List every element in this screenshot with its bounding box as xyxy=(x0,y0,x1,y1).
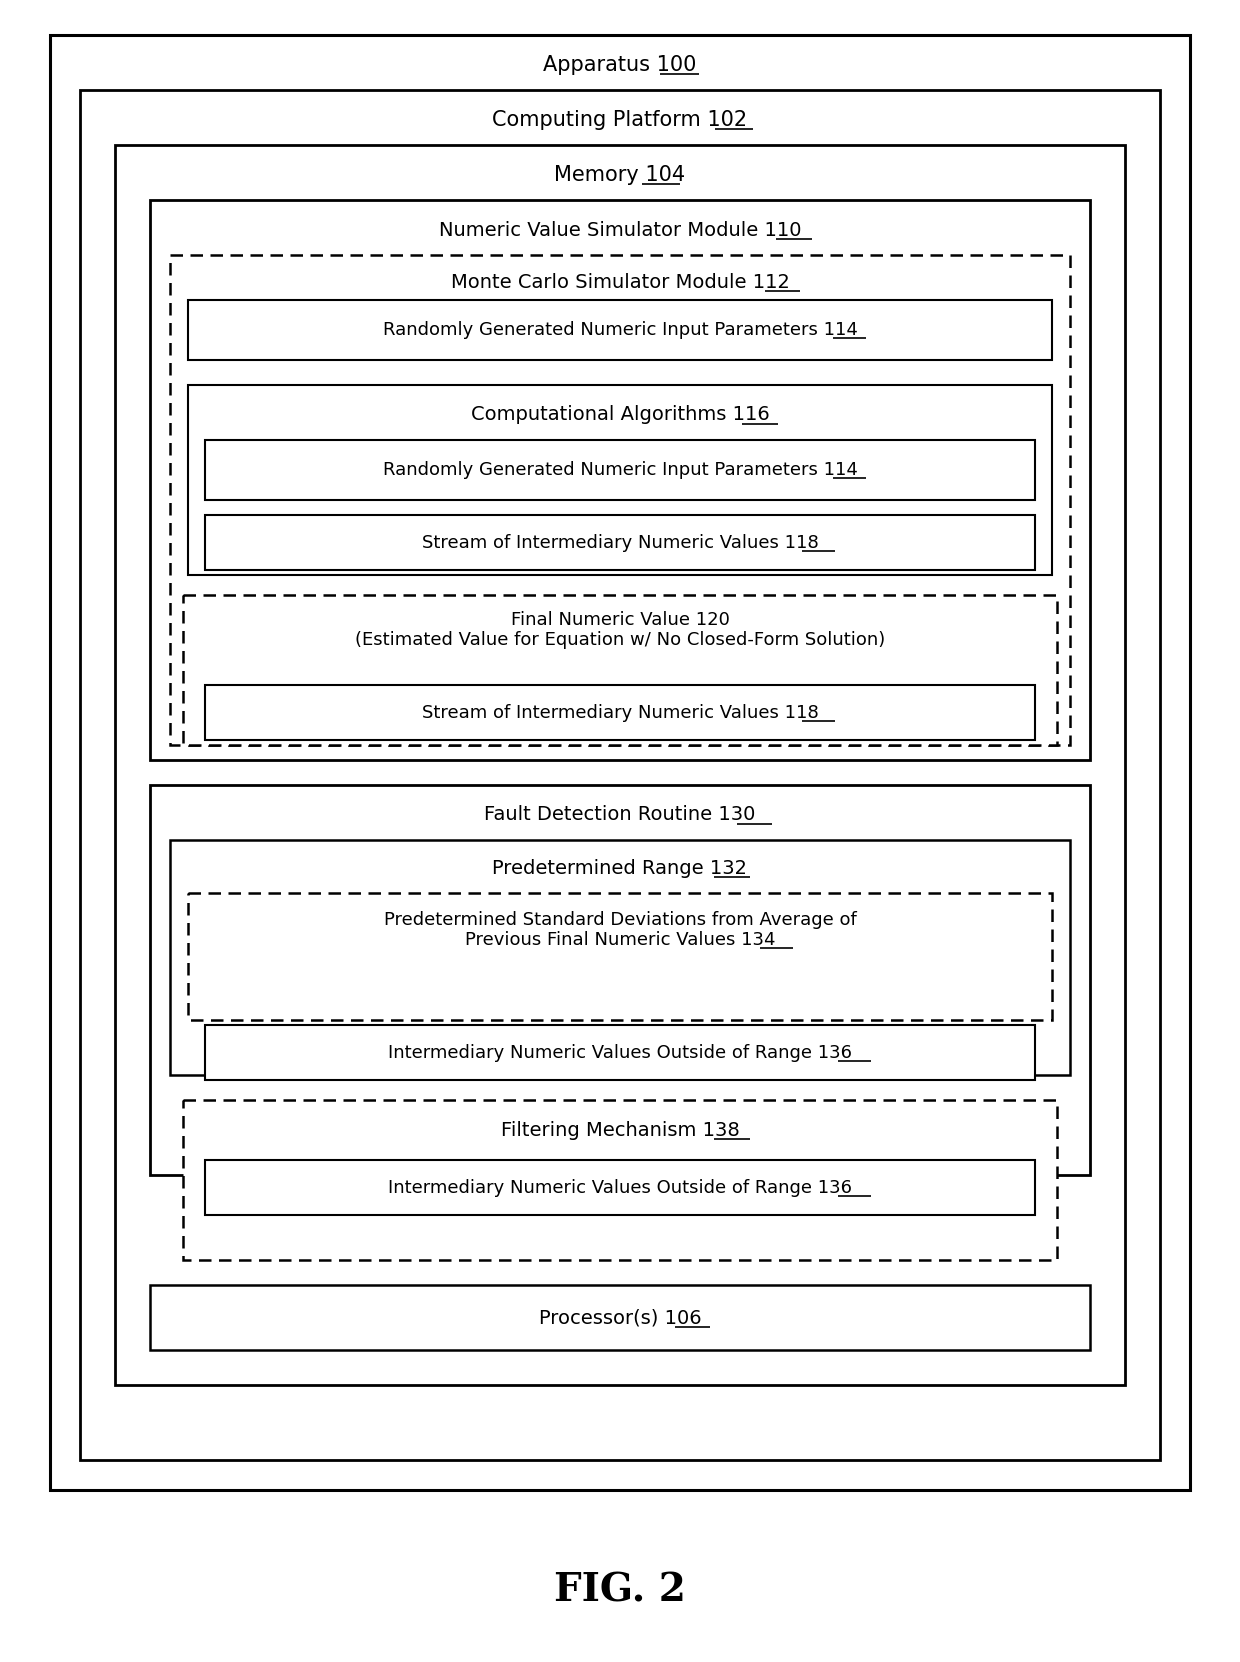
Text: Memory 104: Memory 104 xyxy=(554,165,686,184)
Bar xyxy=(150,1285,1090,1350)
Text: Computing Platform 102: Computing Platform 102 xyxy=(492,110,748,130)
Bar xyxy=(50,35,1190,1491)
Bar xyxy=(205,440,1035,500)
Text: Numeric Value Simulator Module 110: Numeric Value Simulator Module 110 xyxy=(439,221,801,239)
Text: (Estimated Value for Equation w/ No Closed-Form Solution): (Estimated Value for Equation w/ No Clos… xyxy=(355,632,885,650)
Text: Computational Algorithms 116: Computational Algorithms 116 xyxy=(471,406,769,424)
Bar xyxy=(205,1160,1035,1215)
Bar xyxy=(188,892,1052,1020)
Bar xyxy=(170,254,1070,745)
Text: Intermediary Numeric Values Outside of Range 136: Intermediary Numeric Values Outside of R… xyxy=(388,1178,852,1197)
Bar xyxy=(205,1025,1035,1080)
Bar xyxy=(184,595,1056,745)
Bar xyxy=(115,145,1125,1384)
Text: Stream of Intermediary Numeric Values 118: Stream of Intermediary Numeric Values 11… xyxy=(422,705,818,721)
Text: Randomly Generated Numeric Input Parameters 114: Randomly Generated Numeric Input Paramet… xyxy=(383,321,857,339)
Bar xyxy=(188,386,1052,575)
Text: Processor(s) 106: Processor(s) 106 xyxy=(538,1308,702,1328)
Text: Apparatus 100: Apparatus 100 xyxy=(543,55,697,75)
Text: Previous Final Numeric Values 134: Previous Final Numeric Values 134 xyxy=(465,931,775,949)
Text: Monte Carlo Simulator Module 112: Monte Carlo Simulator Module 112 xyxy=(450,273,790,291)
Bar xyxy=(205,685,1035,740)
Bar xyxy=(150,784,1090,1175)
Bar xyxy=(205,515,1035,570)
Text: Intermediary Numeric Values Outside of Range 136: Intermediary Numeric Values Outside of R… xyxy=(388,1044,852,1062)
Text: Filtering Mechanism 138: Filtering Mechanism 138 xyxy=(501,1120,739,1140)
Text: Predetermined Standard Deviations from Average of: Predetermined Standard Deviations from A… xyxy=(383,911,857,929)
Text: Predetermined Range 132: Predetermined Range 132 xyxy=(492,859,748,878)
Text: Fault Detection Routine 130: Fault Detection Routine 130 xyxy=(485,806,755,824)
Text: FIG. 2: FIG. 2 xyxy=(554,1571,686,1609)
Bar xyxy=(170,839,1070,1075)
Bar xyxy=(150,199,1090,760)
Bar xyxy=(81,90,1159,1459)
Bar xyxy=(188,301,1052,361)
Text: Stream of Intermediary Numeric Values 118: Stream of Intermediary Numeric Values 11… xyxy=(422,534,818,552)
Text: Randomly Generated Numeric Input Parameters 114: Randomly Generated Numeric Input Paramet… xyxy=(383,460,857,479)
Text: Final Numeric Value 120: Final Numeric Value 120 xyxy=(511,612,729,628)
Bar xyxy=(184,1100,1056,1260)
